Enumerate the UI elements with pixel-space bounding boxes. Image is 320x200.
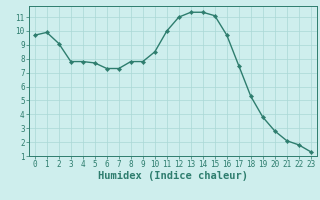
X-axis label: Humidex (Indice chaleur): Humidex (Indice chaleur)	[98, 171, 248, 181]
